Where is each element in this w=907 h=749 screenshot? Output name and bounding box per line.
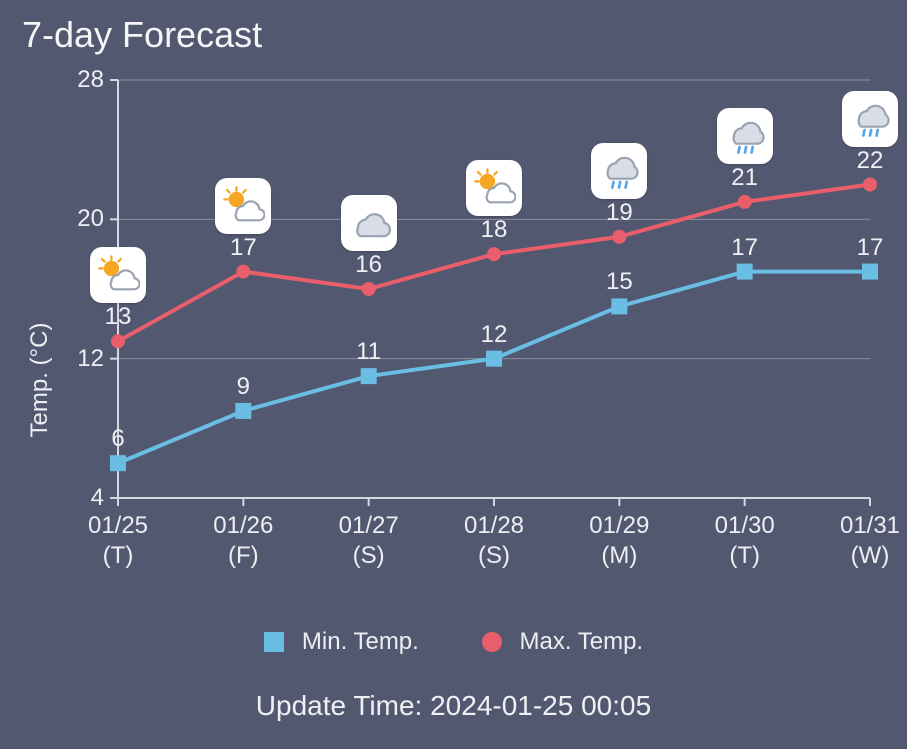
y-tick-label: 28 <box>77 66 104 94</box>
min-value-label: 17 <box>857 234 884 262</box>
x-tick-date: 01/26 <box>213 512 273 540</box>
min-value-label: 15 <box>606 268 633 296</box>
max-value-label: 18 <box>481 216 508 244</box>
y-tick-label: 4 <box>91 484 104 512</box>
max-value-label: 19 <box>606 199 633 227</box>
legend-max: Max. Temp. <box>482 628 644 656</box>
min-value-label: 11 <box>356 338 381 366</box>
rain-icon <box>842 91 898 147</box>
y-tick-label: 20 <box>77 205 104 233</box>
min-value-label: 12 <box>481 321 508 349</box>
y-axis-label: Temp. (°C) <box>26 323 54 438</box>
x-tick-date: 01/25 <box>88 512 148 540</box>
x-tick-dow: (T) <box>729 542 760 570</box>
max-value-label: 22 <box>857 147 884 175</box>
x-tick-date: 01/27 <box>339 512 399 540</box>
chart-legend: Min. Temp. Max. Temp. <box>0 628 907 659</box>
max-value-label: 13 <box>105 303 132 331</box>
partly-cloudy-icon <box>90 247 146 303</box>
max-value-label: 16 <box>355 251 382 279</box>
circle-icon <box>482 632 502 652</box>
x-tick-date: 01/30 <box>715 512 775 540</box>
min-value-label: 17 <box>731 234 758 262</box>
partly-cloudy-icon <box>466 160 522 216</box>
min-value-label: 6 <box>111 425 124 453</box>
partly-cloudy-icon <box>215 178 271 234</box>
x-tick-dow: (F) <box>228 542 259 570</box>
x-tick-dow: (S) <box>478 542 510 570</box>
legend-min: Min. Temp. <box>264 628 419 656</box>
legend-min-label: Min. Temp. <box>302 628 419 656</box>
forecast-panel: 7-day Forecast Temp. (°C) 4122028 01/25(… <box>0 0 907 749</box>
min-value-label: 9 <box>237 373 250 401</box>
x-tick-dow: (T) <box>103 542 134 570</box>
y-tick-label: 12 <box>77 345 104 373</box>
rain-icon <box>591 143 647 199</box>
x-tick-date: 01/29 <box>589 512 649 540</box>
update-time: Update Time: 2024-01-25 00:05 <box>0 690 907 722</box>
x-tick-dow: (W) <box>851 542 890 570</box>
x-tick-dow: (M) <box>601 542 637 570</box>
max-value-label: 21 <box>731 164 758 192</box>
legend-max-label: Max. Temp. <box>520 628 644 656</box>
x-tick-dow: (S) <box>353 542 385 570</box>
cloudy-icon <box>341 195 397 251</box>
x-tick-date: 01/28 <box>464 512 524 540</box>
square-icon <box>264 632 284 652</box>
x-tick-date: 01/31 <box>840 512 900 540</box>
max-value-label: 17 <box>230 234 257 262</box>
rain-icon <box>717 108 773 164</box>
